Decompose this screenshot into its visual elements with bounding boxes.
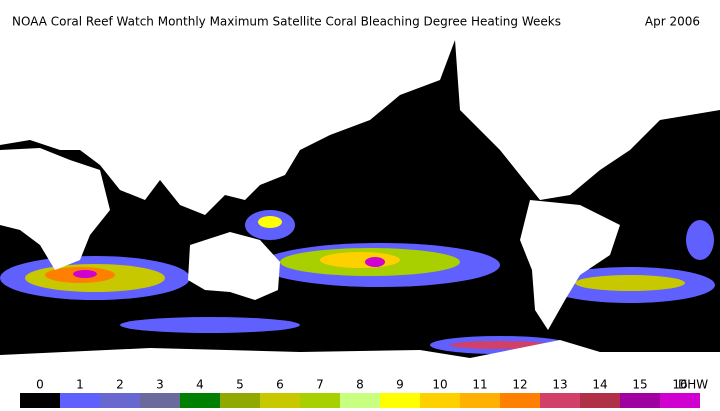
legend-swatch [180, 393, 220, 408]
legend-label: 9 [396, 378, 404, 392]
legend-swatch [300, 393, 340, 408]
legend-swatch [620, 393, 660, 408]
legend-unit: DHW [678, 378, 708, 392]
land [0, 40, 720, 368]
legend-label: 13 [552, 378, 567, 392]
legend-label: 8 [356, 378, 364, 392]
legend-label: 4 [196, 378, 204, 392]
legend-label: 5 [236, 378, 244, 392]
map [0, 40, 720, 368]
legend-swatch [100, 393, 140, 408]
legend-swatch [260, 393, 300, 408]
legend-label: 15 [632, 378, 647, 392]
legend-label: 7 [316, 378, 324, 392]
legend-swatch [500, 393, 540, 408]
legend-swatch [380, 393, 420, 408]
legend-label: 6 [276, 378, 284, 392]
legend-swatch [420, 393, 460, 408]
legend-swatch [220, 393, 260, 408]
legend-swatch [340, 393, 380, 408]
legend-swatch [580, 393, 620, 408]
legend-label: 12 [512, 378, 527, 392]
legend-label: 11 [472, 378, 487, 392]
legend-label: 3 [156, 378, 164, 392]
legend-label: 16 [672, 378, 687, 392]
legend-label: 1 [76, 378, 84, 392]
title: NOAA Coral Reef Watch Monthly Maximum Sa… [12, 15, 561, 29]
bleaching-areas [0, 54, 715, 354]
legend-label: 10 [432, 378, 447, 392]
legend-swatch [20, 393, 60, 408]
legend-label: 2 [116, 378, 124, 392]
legend-label: 14 [592, 378, 607, 392]
legend-swatch [660, 393, 700, 408]
legend-swatch [460, 393, 500, 408]
legend-swatch [140, 393, 180, 408]
legend-swatch [540, 393, 580, 408]
legend-swatch [60, 393, 100, 408]
legend-label: 0 [36, 378, 44, 392]
date: Apr 2006 [645, 15, 700, 29]
